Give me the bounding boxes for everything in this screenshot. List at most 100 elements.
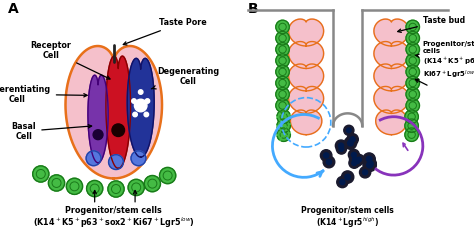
Polygon shape	[289, 86, 324, 113]
Circle shape	[405, 119, 419, 132]
Circle shape	[355, 159, 360, 163]
Circle shape	[131, 151, 146, 166]
Circle shape	[345, 174, 350, 180]
Text: Degenerating
Cell: Degenerating Cell	[151, 67, 219, 89]
Polygon shape	[376, 110, 407, 135]
Circle shape	[339, 147, 344, 151]
Circle shape	[351, 152, 356, 157]
Circle shape	[276, 43, 289, 56]
Circle shape	[277, 110, 291, 123]
Circle shape	[347, 140, 353, 146]
Circle shape	[276, 20, 289, 34]
Text: Progenitor/stem
cells
(K14$^+$K5$^+$p63$^+$sox2$^+$
Ki67$^+$Lgr5$^{low}$): Progenitor/stem cells (K14$^+$K5$^+$p63$…	[416, 41, 474, 81]
Circle shape	[33, 166, 49, 182]
Text: Progenitor/stem cells: Progenitor/stem cells	[65, 206, 162, 215]
Circle shape	[406, 76, 419, 90]
Circle shape	[363, 170, 368, 175]
Circle shape	[405, 128, 419, 142]
Polygon shape	[289, 41, 324, 69]
Circle shape	[353, 157, 357, 162]
Circle shape	[86, 151, 101, 166]
Circle shape	[135, 99, 147, 112]
Polygon shape	[289, 19, 324, 46]
Circle shape	[138, 90, 143, 94]
Circle shape	[350, 137, 355, 142]
Polygon shape	[374, 19, 409, 46]
Circle shape	[341, 171, 354, 183]
Circle shape	[357, 157, 361, 162]
Circle shape	[128, 179, 144, 195]
Circle shape	[359, 167, 371, 178]
Circle shape	[276, 88, 289, 101]
Circle shape	[406, 99, 419, 112]
Circle shape	[337, 144, 346, 154]
Circle shape	[144, 175, 161, 192]
Circle shape	[346, 128, 351, 132]
Circle shape	[363, 153, 375, 165]
Circle shape	[276, 76, 289, 90]
Circle shape	[160, 167, 176, 184]
Text: Taste Pore: Taste Pore	[123, 18, 206, 45]
Polygon shape	[289, 64, 324, 91]
Circle shape	[112, 124, 125, 136]
Text: Progenitor/stem cells: Progenitor/stem cells	[301, 206, 394, 215]
Text: Differentiating
Cell: Differentiating Cell	[0, 85, 87, 104]
Circle shape	[406, 31, 419, 45]
Circle shape	[276, 99, 289, 112]
Circle shape	[326, 159, 332, 165]
Circle shape	[93, 130, 103, 140]
Circle shape	[87, 181, 103, 197]
Text: (K14$^+$K5$^+$p63$^+$sox2$^+$Ki67$^+$Lgr5$^{low}$): (K14$^+$K5$^+$p63$^+$sox2$^+$Ki67$^+$Lgr…	[33, 215, 195, 230]
Circle shape	[324, 153, 329, 158]
Circle shape	[323, 156, 335, 168]
Circle shape	[277, 119, 291, 132]
Polygon shape	[291, 110, 322, 135]
Circle shape	[406, 88, 419, 101]
Circle shape	[352, 156, 363, 166]
Circle shape	[366, 156, 372, 162]
Circle shape	[66, 178, 82, 194]
Text: Basal
Cell: Basal Cell	[12, 122, 91, 141]
Circle shape	[368, 161, 373, 166]
Text: Receptor
Cell: Receptor Cell	[30, 41, 110, 79]
Circle shape	[48, 175, 64, 191]
Circle shape	[340, 180, 345, 185]
Circle shape	[337, 176, 348, 188]
Polygon shape	[374, 64, 409, 91]
Polygon shape	[127, 58, 154, 157]
Circle shape	[276, 31, 289, 45]
Text: A: A	[8, 2, 19, 16]
Polygon shape	[374, 86, 409, 113]
Circle shape	[277, 128, 291, 142]
Circle shape	[365, 158, 376, 169]
Circle shape	[406, 20, 419, 34]
Polygon shape	[106, 56, 131, 168]
Circle shape	[108, 181, 124, 197]
Polygon shape	[88, 75, 108, 163]
Circle shape	[363, 158, 376, 172]
Circle shape	[344, 125, 354, 135]
Circle shape	[348, 149, 359, 160]
Circle shape	[347, 134, 358, 145]
Circle shape	[338, 143, 344, 148]
Circle shape	[349, 154, 360, 165]
Circle shape	[406, 54, 419, 67]
Polygon shape	[374, 41, 409, 69]
Text: (K14$^+$Lgr5$^{high}$): (K14$^+$Lgr5$^{high}$)	[316, 215, 379, 230]
Circle shape	[109, 155, 123, 170]
Circle shape	[367, 162, 373, 168]
Circle shape	[406, 43, 419, 56]
Circle shape	[405, 110, 419, 123]
Circle shape	[354, 154, 364, 165]
Circle shape	[145, 99, 150, 103]
Circle shape	[276, 54, 289, 67]
Circle shape	[344, 137, 356, 149]
Circle shape	[406, 65, 419, 79]
Text: Taste bud: Taste bud	[398, 16, 465, 32]
Circle shape	[352, 161, 356, 165]
Circle shape	[132, 99, 136, 103]
Circle shape	[133, 112, 137, 117]
Text: B: B	[248, 2, 258, 16]
Circle shape	[144, 112, 148, 117]
Circle shape	[276, 65, 289, 79]
